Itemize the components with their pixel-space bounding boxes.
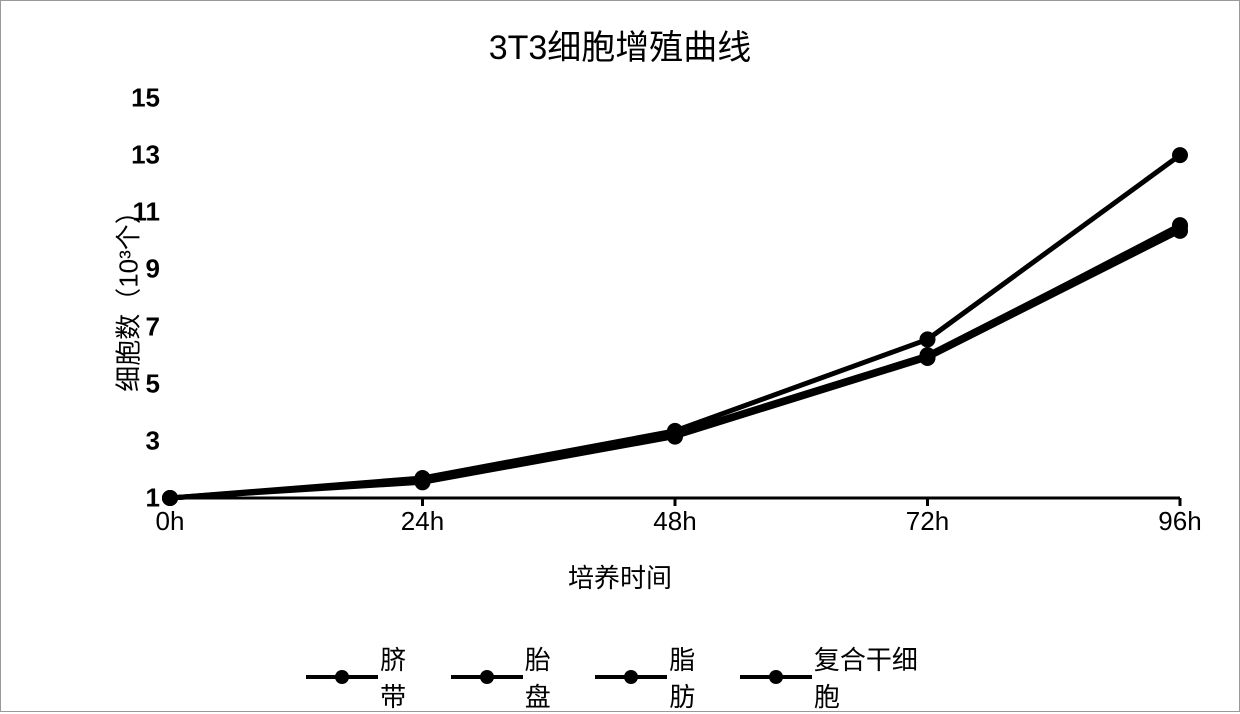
x-axis-title: 培养时间 [568, 558, 672, 595]
y-axis-title: 细胞数（10³个） [108, 198, 145, 392]
x-tick: 0h [156, 506, 185, 537]
legend-item: 脂肪 [599, 640, 716, 714]
legend-marker [599, 667, 663, 687]
legend-item: 胎盘 [455, 640, 572, 714]
legend-marker [310, 667, 374, 687]
legend-marker [744, 667, 808, 687]
x-tick: 96h [1158, 506, 1201, 537]
x-axis-labels: 0h24h48h72h96h [170, 506, 1180, 546]
x-tick: 24h [401, 506, 444, 537]
legend-marker [455, 667, 519, 687]
y-tick: 1 [100, 483, 160, 514]
x-tick: 72h [906, 506, 949, 537]
legend-label: 胎盘 [525, 640, 571, 714]
chart-container: 3T3细胞增殖曲线 13579111315 0h24h48h72h96h 细胞数… [0, 0, 1240, 712]
y-tick: 15 [100, 83, 160, 114]
chart-svg [170, 98, 1180, 498]
legend-item: 脐带 [310, 640, 427, 714]
plot-area [170, 98, 1180, 498]
legend-label: 脐带 [380, 640, 426, 714]
legend: 脐带 胎盘 脂肪 复合干细胞 [310, 640, 930, 714]
y-tick: 3 [100, 425, 160, 456]
x-tick: 48h [653, 506, 696, 537]
legend-label: 脂肪 [669, 640, 715, 714]
legend-label: 复合干细胞 [814, 640, 930, 714]
legend-item: 复合干细胞 [744, 640, 930, 714]
chart-title: 3T3细胞增殖曲线 [0, 0, 1240, 69]
y-tick: 13 [100, 140, 160, 171]
